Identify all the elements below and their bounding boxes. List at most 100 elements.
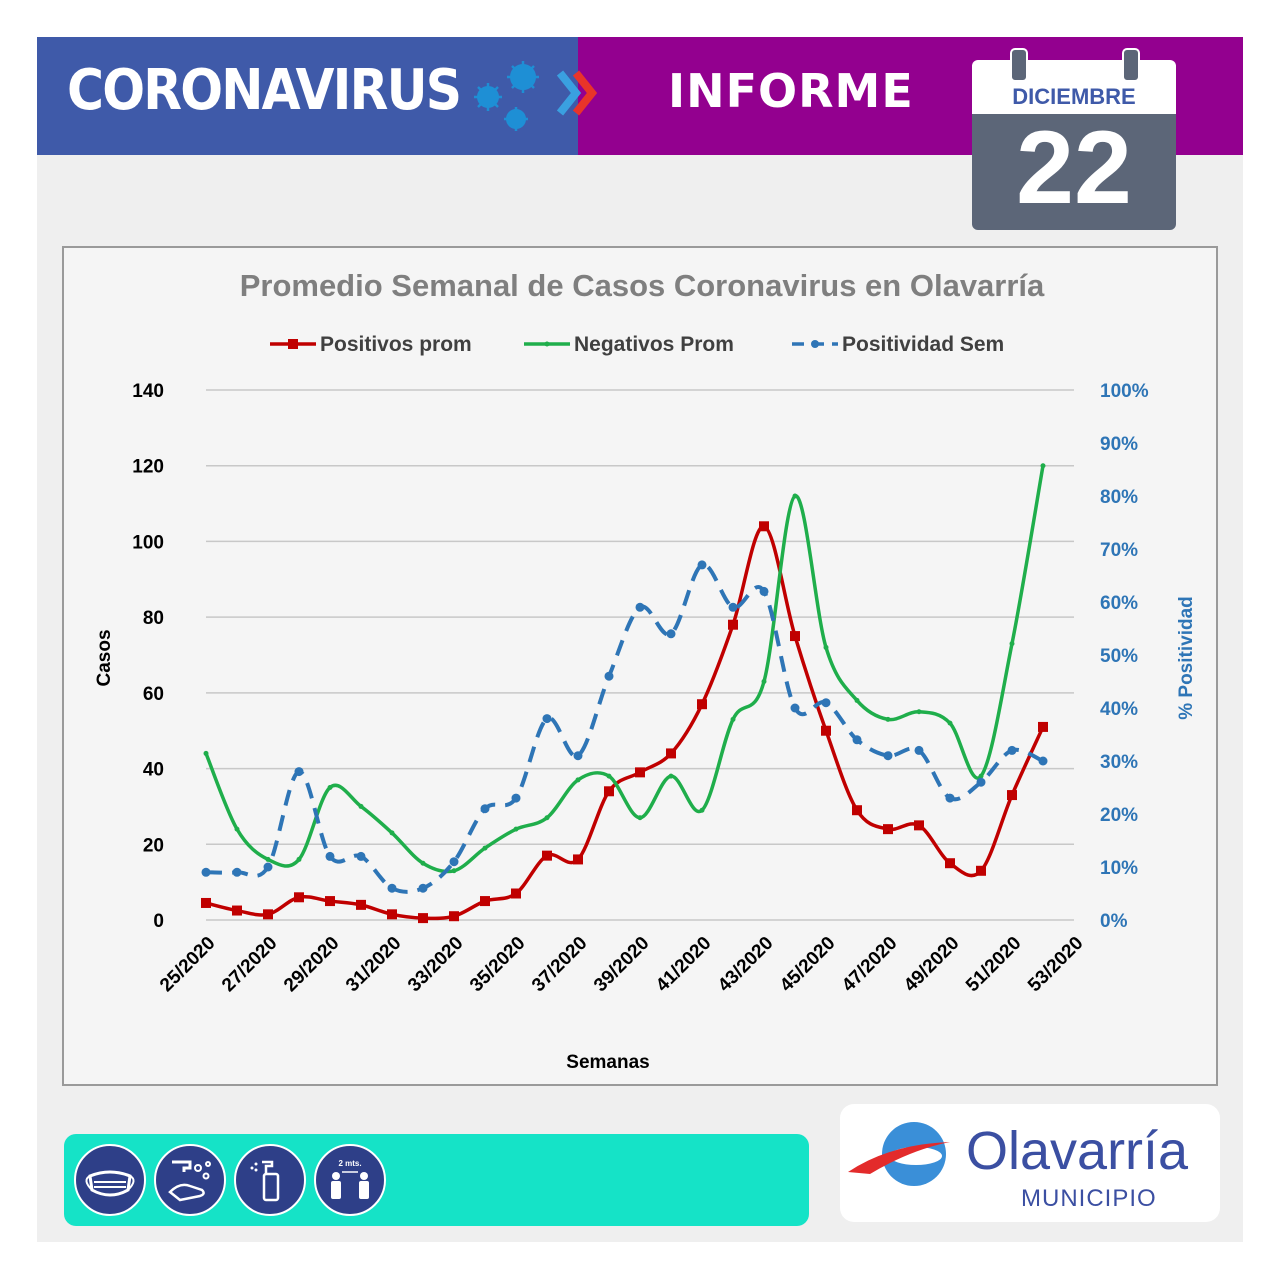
data-point — [232, 905, 242, 916]
data-point — [387, 883, 397, 893]
data-point — [883, 751, 893, 761]
data-point — [606, 773, 612, 779]
y2-tick-label: 10% — [1100, 858, 1138, 879]
data-point — [1009, 641, 1015, 647]
x-tick-label: 41/2020 — [652, 933, 715, 996]
distance-label: 2 mts. — [338, 1159, 361, 1168]
data-point — [449, 911, 459, 922]
data-point — [947, 720, 953, 726]
line-chart: Promedio Semanal de Casos Coronavirus en… — [94, 268, 1197, 1073]
distance-icon: 2 mts. — [314, 1144, 386, 1216]
data-point — [697, 560, 707, 570]
data-point — [730, 716, 736, 722]
data-point — [883, 824, 893, 835]
olavarria-logo-icon — [848, 1122, 950, 1186]
data-point — [635, 602, 645, 612]
y2-axis-label: % Positividad — [1176, 596, 1197, 720]
y-axis-right: 0% 10% 20% 30% 40% 50% 60% 70% 80% 90% 100% — [1100, 381, 1149, 932]
data-point — [668, 773, 674, 779]
virus-icon — [474, 61, 598, 131]
y2-tick-label: 40% — [1100, 699, 1138, 720]
x-axis-label: Semanas — [566, 1052, 649, 1073]
date-calendar: DICIEMBRE 22 — [972, 48, 1176, 230]
x-tick-label: 45/2020 — [776, 933, 839, 996]
data-point — [699, 807, 705, 813]
y-tick-label: 0 — [153, 911, 164, 932]
data-point — [635, 767, 645, 778]
legend-marker — [811, 340, 819, 348]
x-tick-label: 29/2020 — [280, 933, 343, 996]
x-tick-label: 47/2020 — [838, 933, 901, 996]
y-axis-left: 0 20 40 60 80 100 120 140 — [132, 381, 164, 932]
x-tick-label: 31/2020 — [342, 933, 405, 996]
x-tick-label: 25/2020 — [156, 933, 219, 996]
data-point — [852, 735, 862, 745]
data-point — [1007, 790, 1017, 801]
data-point — [575, 777, 581, 783]
data-point — [1038, 721, 1048, 732]
data-point — [573, 751, 583, 761]
data-point — [482, 845, 488, 851]
calendar-bottom — [972, 114, 1176, 230]
legend-label: Positividad Sem — [842, 333, 1004, 356]
data-point — [604, 786, 614, 797]
y-tick-label: 120 — [132, 457, 164, 478]
data-point — [728, 619, 738, 630]
data-point — [914, 745, 924, 755]
coronavirus-title: CORONAVIRUS — [67, 58, 462, 123]
data-point — [420, 860, 426, 866]
legend-label: Negativos Prom — [574, 333, 734, 356]
data-point — [604, 671, 614, 681]
data-point — [327, 785, 333, 790]
data-point — [201, 867, 211, 877]
y2-tick-label: 20% — [1100, 805, 1138, 826]
sanitizer-icon — [234, 1144, 306, 1216]
data-point — [513, 826, 519, 832]
data-point — [542, 850, 552, 861]
calendar-ring-right — [1122, 48, 1140, 82]
data-point — [759, 586, 769, 596]
data-point — [976, 777, 986, 787]
data-point — [263, 909, 273, 920]
data-point — [790, 631, 800, 642]
data-point — [945, 858, 955, 869]
data-point — [387, 909, 397, 920]
x-tick-label: 43/2020 — [714, 933, 777, 996]
data-point — [358, 803, 364, 809]
data-point — [511, 793, 521, 803]
chart-series — [201, 463, 1048, 924]
y2-tick-label: 100% — [1100, 381, 1149, 402]
calendar-ring-left — [1010, 48, 1028, 82]
data-point — [823, 644, 829, 650]
y2-tick-label: 80% — [1100, 487, 1138, 508]
data-point — [325, 896, 335, 907]
data-point — [976, 865, 986, 876]
data-point — [232, 867, 242, 877]
data-point — [480, 896, 490, 907]
y2-tick-label: 50% — [1100, 646, 1138, 667]
data-point — [666, 748, 676, 759]
data-point — [480, 804, 490, 814]
data-point — [511, 888, 521, 899]
data-point — [201, 897, 211, 908]
y-tick-label: 140 — [132, 381, 164, 402]
data-point — [294, 892, 304, 903]
data-point — [790, 703, 800, 713]
data-point — [573, 854, 583, 865]
y2-tick-label: 60% — [1100, 593, 1138, 614]
y-axis-label: Casos — [94, 629, 115, 686]
data-point — [418, 913, 428, 924]
chart-grid — [206, 389, 1074, 921]
calendar-month: DICIEMBRE — [1012, 84, 1136, 109]
data-point — [451, 868, 457, 874]
data-point — [203, 750, 209, 756]
x-tick-label: 49/2020 — [900, 933, 963, 996]
x-tick-label: 51/2020 — [962, 933, 1025, 996]
data-point — [666, 629, 676, 639]
data-point — [759, 521, 769, 532]
informe-title: INFORME — [668, 64, 914, 118]
series-line-3 — [205, 562, 1044, 894]
y2-tick-label: 90% — [1100, 434, 1138, 455]
data-point — [356, 899, 366, 910]
data-point — [821, 698, 831, 708]
